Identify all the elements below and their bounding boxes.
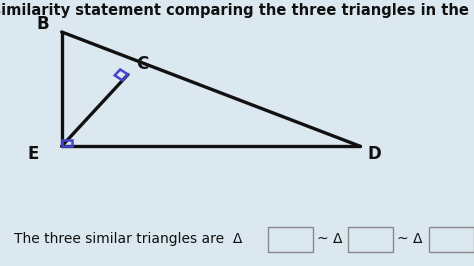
Text: ~ Δ: ~ Δ: [317, 232, 342, 246]
Bar: [268, 227, 313, 252]
Bar: [429, 227, 474, 252]
Text: D: D: [367, 145, 382, 163]
Text: ~ Δ: ~ Δ: [397, 232, 423, 246]
Text: Write a similarity statement comparing the three triangles in the diagram.: Write a similarity statement comparing t…: [0, 3, 474, 18]
Text: The three similar triangles are  Δ: The three similar triangles are Δ: [14, 232, 243, 246]
Bar: [348, 227, 393, 252]
Bar: [62, 140, 72, 146]
Text: C: C: [136, 55, 148, 73]
Text: B: B: [36, 15, 49, 33]
Text: E: E: [27, 145, 39, 163]
